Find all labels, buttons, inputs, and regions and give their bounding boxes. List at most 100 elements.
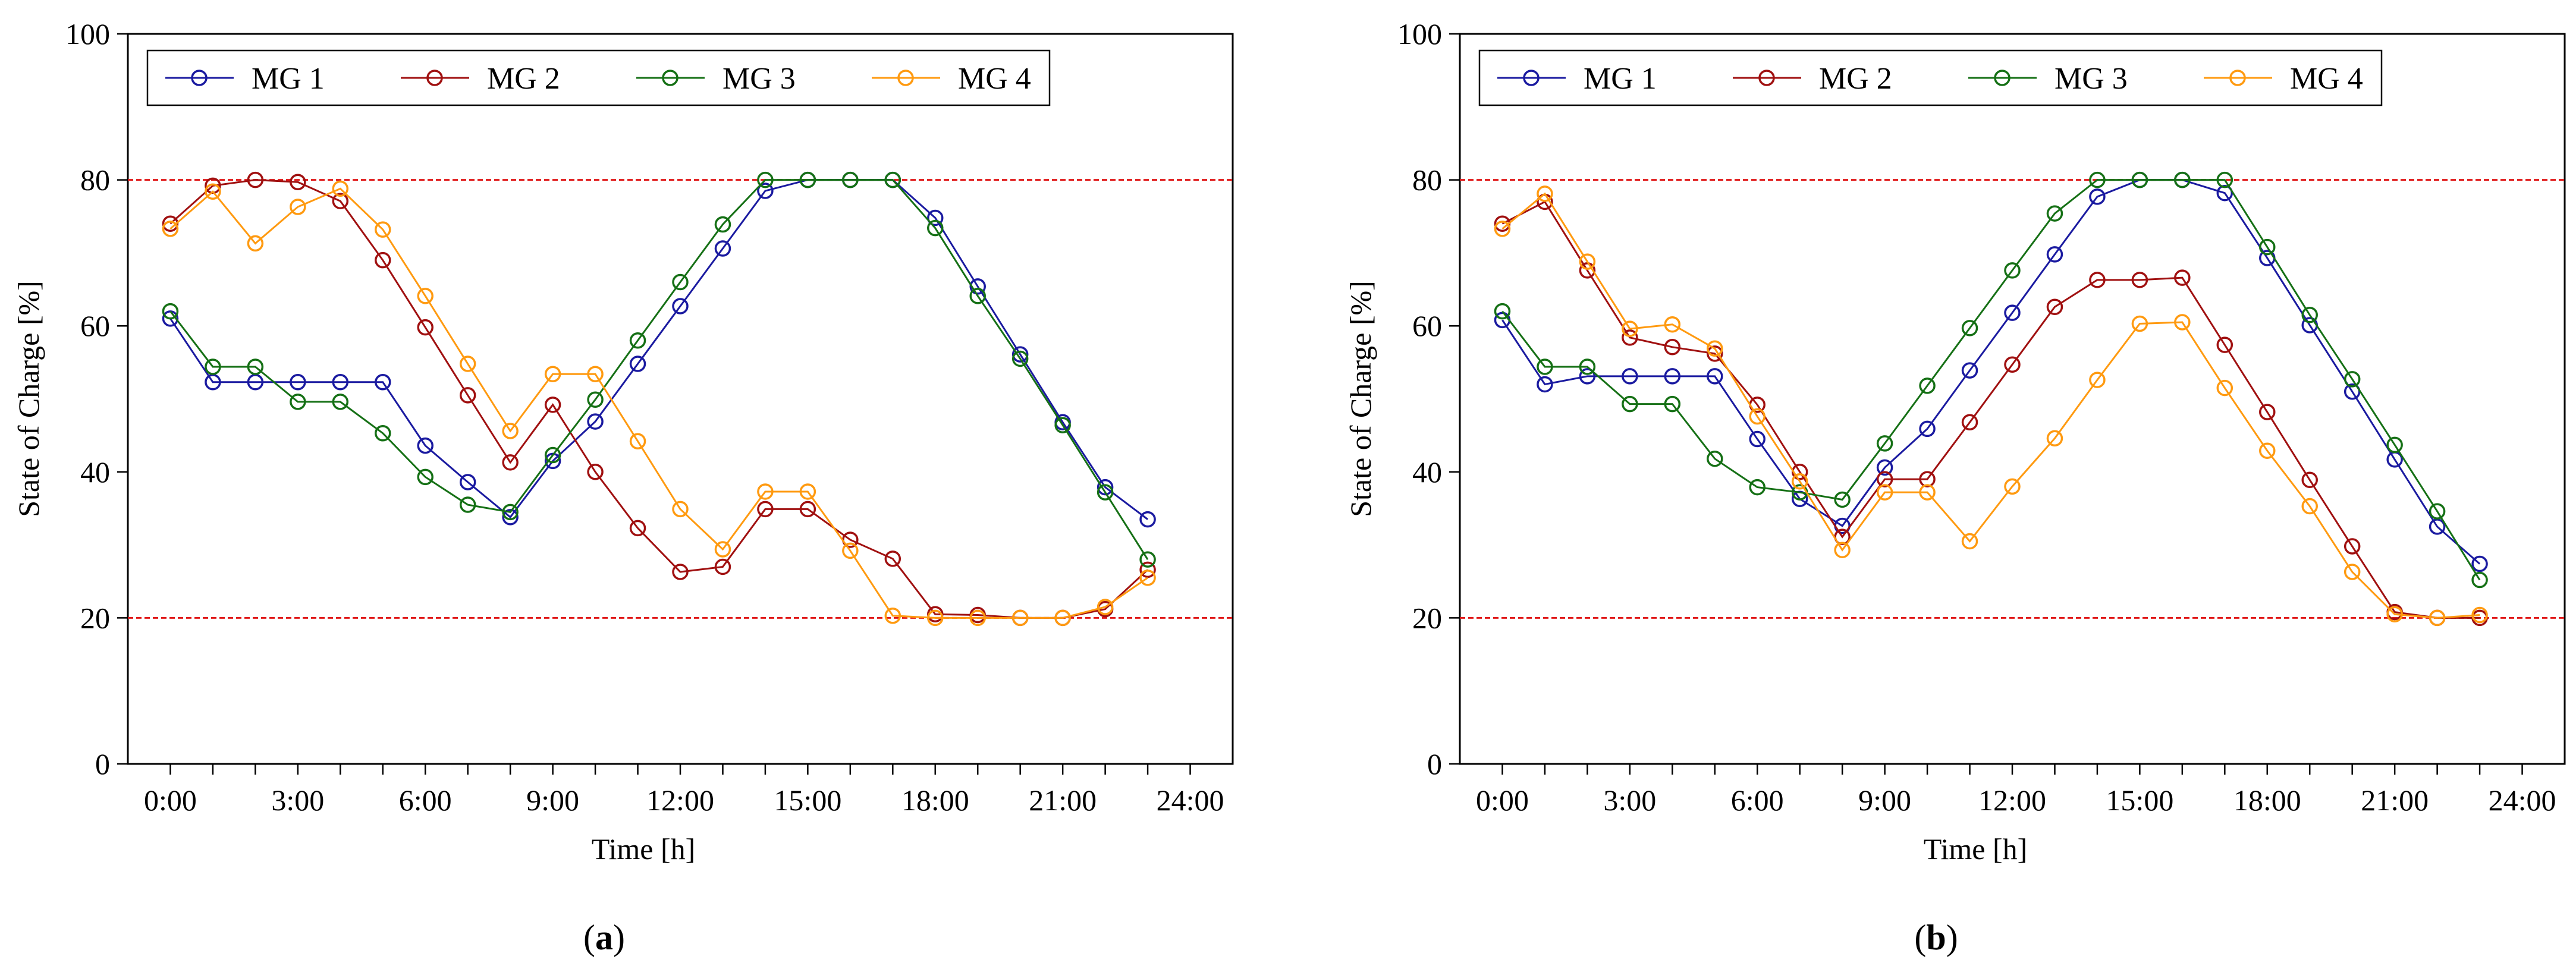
data-point: [1919, 484, 1936, 501]
data-point: [587, 464, 604, 480]
x-axis-title: Time [h]: [592, 832, 696, 866]
data-point: [2301, 471, 2318, 489]
data-point: [162, 221, 179, 237]
data-point: [1919, 377, 1936, 394]
data-point: [757, 483, 774, 500]
data-point: [459, 387, 476, 404]
data-point: [417, 468, 433, 486]
y-axis-title: State of Charge [%]: [12, 281, 45, 517]
data-point: [544, 366, 561, 382]
data-point: [2471, 555, 2488, 572]
y-tick-label: 20: [1412, 601, 1442, 634]
data-point: [290, 199, 306, 215]
data-point: [2343, 564, 2361, 580]
data-point: [2429, 518, 2446, 535]
data-point: [927, 609, 944, 627]
data-point: [1961, 362, 1978, 379]
data-point: [2004, 478, 2021, 495]
data-point: [2471, 571, 2488, 589]
data-point: [1961, 414, 1978, 431]
data-point: [2089, 188, 2106, 205]
data-point: [629, 433, 646, 449]
data-point: [714, 541, 731, 558]
x-tick-label: 12:00: [1978, 784, 2046, 817]
x-tick-label: 24:00: [1157, 784, 1224, 817]
legend-label: MG 2: [1819, 62, 1892, 96]
data-point: [1707, 368, 1723, 385]
x-tick-label: 6:00: [1731, 784, 1784, 817]
data-point: [672, 298, 689, 314]
legend-label: MG 3: [722, 62, 796, 96]
data-point: [969, 609, 986, 627]
data-point: [1494, 303, 1511, 320]
data-point: [2343, 538, 2361, 555]
data-point: [1537, 358, 1553, 375]
data-point: [2004, 304, 2021, 321]
data-point: [1494, 221, 1511, 237]
x-axis-title: Time [h]: [1924, 832, 2028, 866]
data-point: [842, 171, 859, 188]
data-point: [1622, 329, 1638, 346]
data-point: [1876, 484, 1893, 501]
data-point: [1139, 551, 1156, 568]
data-point: [1749, 479, 1765, 496]
plot-frame: [1459, 33, 2566, 765]
data-point: [629, 520, 646, 537]
data-point: [884, 550, 901, 567]
data-point: [2174, 269, 2191, 286]
y-tick-label: 60: [1412, 309, 1442, 342]
data-point: [375, 251, 391, 269]
x-tick-label: 15:00: [774, 784, 841, 817]
data-point: [2386, 436, 2403, 454]
x-tick-label: 6:00: [399, 784, 452, 817]
data-point: [799, 171, 816, 188]
data-point: [1054, 417, 1071, 433]
data-point: [502, 423, 519, 439]
data-point: [1097, 484, 1114, 501]
y-tick-label: 100: [1397, 17, 1442, 51]
data-point: [290, 394, 306, 410]
data-point: [1011, 346, 1029, 363]
data-point: [1707, 345, 1723, 362]
data-point: [2301, 307, 2318, 323]
data-point: [714, 558, 731, 575]
data-point: [1622, 368, 1638, 385]
data-point: [2174, 314, 2191, 331]
data-point: [205, 374, 221, 391]
data-point: [1579, 358, 1596, 375]
data-point: [2259, 442, 2276, 459]
data-point: [1097, 479, 1114, 496]
data-point: [799, 501, 816, 518]
data-point: [205, 358, 221, 375]
data-point: [757, 183, 774, 199]
legend-marker: [1758, 70, 1775, 86]
data-point: [1139, 561, 1156, 578]
data-point: [247, 235, 264, 252]
data-point: [332, 193, 349, 209]
data-point: [417, 319, 433, 336]
y-tick-label: 80: [1412, 163, 1442, 197]
y-tick-label: 40: [1412, 455, 1442, 489]
data-point: [757, 171, 774, 188]
data-point: [1834, 542, 1851, 558]
data-point: [375, 424, 391, 442]
legend-marker: [1994, 70, 2010, 86]
legend-marker: [426, 70, 443, 86]
legend-label: MG 3: [2054, 62, 2128, 96]
x-tick-label: 3:00: [271, 784, 324, 817]
data-point: [1664, 316, 1681, 333]
panel-caption: (b): [1914, 918, 1958, 957]
data-point: [2216, 336, 2233, 353]
data-point: [502, 504, 519, 521]
data-point: [1011, 609, 1029, 627]
legend-label: MG 4: [2290, 62, 2363, 96]
data-point: [1749, 408, 1765, 425]
data-point: [1579, 368, 1596, 385]
data-point: [2301, 498, 2318, 515]
x-tick-label: 21:00: [2361, 784, 2429, 817]
legend-label: MG 4: [958, 62, 1031, 96]
data-point: [587, 366, 604, 382]
x-tick-label: 21:00: [1029, 784, 1097, 817]
data-point: [757, 501, 774, 518]
data-point: [629, 332, 646, 349]
